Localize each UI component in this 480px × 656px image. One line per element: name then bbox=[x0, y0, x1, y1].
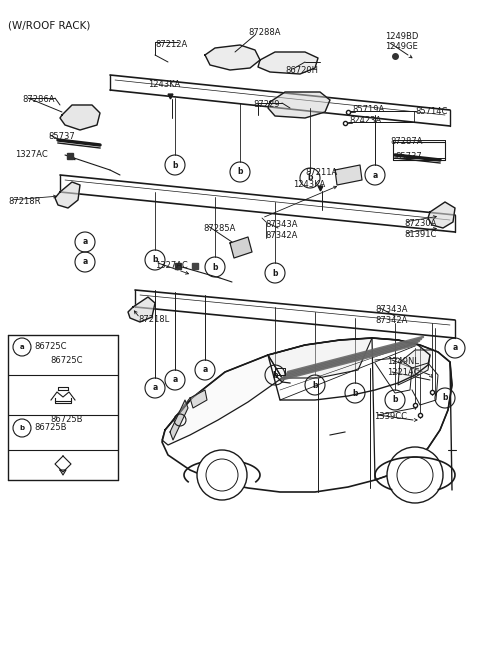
Text: b: b bbox=[272, 268, 278, 277]
Text: 86725C: 86725C bbox=[50, 356, 83, 365]
Polygon shape bbox=[190, 390, 207, 408]
Text: 1221AC: 1221AC bbox=[387, 368, 420, 377]
Polygon shape bbox=[162, 355, 282, 445]
Circle shape bbox=[197, 450, 247, 500]
Polygon shape bbox=[268, 92, 330, 118]
Text: 87212A: 87212A bbox=[155, 40, 187, 49]
Text: a: a bbox=[172, 375, 178, 384]
Polygon shape bbox=[55, 182, 80, 208]
Text: 1243KA: 1243KA bbox=[293, 180, 325, 189]
Polygon shape bbox=[428, 202, 455, 228]
Text: a: a bbox=[372, 171, 378, 180]
Text: b: b bbox=[352, 388, 358, 398]
Polygon shape bbox=[170, 400, 188, 440]
Polygon shape bbox=[398, 350, 432, 385]
Text: 87343A: 87343A bbox=[265, 220, 298, 229]
Text: 85714C: 85714C bbox=[415, 107, 447, 116]
Text: 87230A: 87230A bbox=[404, 219, 436, 228]
Circle shape bbox=[387, 447, 443, 503]
Text: 85737: 85737 bbox=[395, 152, 422, 161]
Polygon shape bbox=[335, 165, 362, 185]
Polygon shape bbox=[230, 237, 252, 258]
Text: 86725B: 86725B bbox=[50, 415, 83, 424]
Text: 85737: 85737 bbox=[48, 132, 75, 141]
Text: b: b bbox=[152, 255, 158, 264]
Text: 1339CC: 1339CC bbox=[374, 412, 407, 421]
Text: 87288A: 87288A bbox=[248, 28, 280, 37]
Text: b: b bbox=[212, 262, 218, 272]
Text: 81391C: 81391C bbox=[404, 230, 436, 239]
Text: a: a bbox=[20, 344, 24, 350]
Text: 1243KA: 1243KA bbox=[148, 80, 180, 89]
Polygon shape bbox=[128, 297, 155, 322]
Text: 87342A: 87342A bbox=[265, 231, 298, 240]
Text: 1249NL: 1249NL bbox=[387, 357, 419, 366]
Text: b: b bbox=[272, 371, 278, 380]
Text: a: a bbox=[452, 344, 457, 352]
Polygon shape bbox=[258, 52, 318, 74]
Text: a: a bbox=[152, 384, 157, 392]
Text: 1327AC: 1327AC bbox=[155, 261, 188, 270]
Text: b: b bbox=[307, 173, 313, 182]
Text: 85719A: 85719A bbox=[352, 105, 384, 114]
Text: a: a bbox=[83, 258, 88, 266]
Text: b: b bbox=[392, 396, 398, 405]
Text: a: a bbox=[203, 365, 208, 375]
Text: 86725B: 86725B bbox=[34, 423, 67, 432]
Text: b: b bbox=[19, 425, 24, 431]
Text: 1327AC: 1327AC bbox=[15, 150, 48, 159]
Text: b: b bbox=[442, 394, 448, 403]
Text: 86725C: 86725C bbox=[34, 342, 67, 351]
Text: 87286A: 87286A bbox=[22, 95, 55, 104]
Text: (W/ROOF RACK): (W/ROOF RACK) bbox=[8, 20, 90, 30]
Text: 87211A: 87211A bbox=[305, 168, 337, 177]
Text: 1249GE: 1249GE bbox=[385, 42, 418, 51]
Text: 87342A: 87342A bbox=[375, 316, 408, 325]
Text: b: b bbox=[312, 380, 318, 390]
Text: 87218L: 87218L bbox=[138, 315, 169, 324]
Text: 87343A: 87343A bbox=[375, 305, 408, 314]
Text: 87285A: 87285A bbox=[203, 224, 235, 233]
Text: a: a bbox=[83, 237, 88, 247]
Text: 87218R: 87218R bbox=[8, 197, 40, 206]
Text: 1249BD: 1249BD bbox=[385, 32, 419, 41]
Text: 82423A: 82423A bbox=[349, 116, 381, 125]
Text: 87229: 87229 bbox=[253, 100, 279, 109]
Text: b: b bbox=[237, 167, 243, 176]
Polygon shape bbox=[205, 45, 260, 70]
Text: 86720H: 86720H bbox=[285, 66, 318, 75]
Polygon shape bbox=[60, 105, 100, 130]
Polygon shape bbox=[268, 338, 372, 378]
Text: b: b bbox=[172, 161, 178, 169]
Text: 87287A: 87287A bbox=[390, 137, 422, 146]
